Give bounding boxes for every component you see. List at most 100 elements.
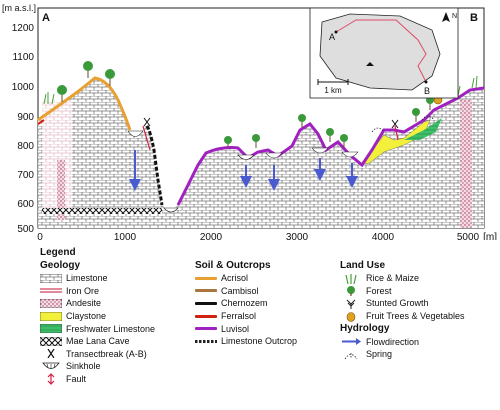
legend-label: Flowdirection: [366, 336, 420, 347]
inset-map: A B 1 km N: [309, 7, 459, 99]
x-tick-label: 1000: [114, 232, 137, 240]
freshwater-limestone: [404, 118, 442, 140]
legend-item-freshwater-limestone: Freshwater Limestone: [40, 322, 155, 335]
legend-label: Freshwater Limestone: [66, 323, 156, 334]
y-axis-label: [m a.s.l.]: [2, 3, 36, 13]
legend-label: Stunted Growth: [366, 298, 429, 309]
legend-label: Claystone: [66, 311, 107, 322]
legend-label: Iron Ore: [66, 285, 100, 296]
legend-label: Luvisol: [221, 323, 250, 334]
y-tick-label: 700: [17, 170, 34, 181]
transectbreak-markers: [143, 117, 399, 129]
fault-icon: [40, 372, 62, 385]
flow-arrow-icon: [340, 337, 362, 346]
north-arrow-icon: N: [442, 12, 457, 22]
legend-label: Fault: [66, 374, 87, 385]
legend-item-forest: Forest: [340, 285, 465, 298]
fruit-trees-icon: [340, 311, 362, 322]
cross-section-diagram: 1200 1100 1000 900 800 700 600 500 [m a.…: [2, 3, 497, 240]
north-label: N: [452, 13, 457, 20]
cave-strip: [42, 208, 162, 214]
corner-label-b: B: [470, 12, 478, 24]
spring-symbols: [371, 115, 435, 133]
legend-item-acrisol: Acrisol: [195, 272, 297, 285]
legend-item-chernozem: Chernozem: [195, 297, 297, 310]
y-tick-label: 600: [17, 199, 34, 210]
freshwater-limestone-swatch: [40, 324, 62, 334]
legend-item-iron-ore: Iron Ore: [40, 285, 155, 298]
inset-cave-marker: [366, 62, 374, 66]
legend-heading-soil: Soil & Outcrops: [195, 260, 271, 271]
luvisol-surface: [176, 86, 485, 206]
claystone-swatch: [40, 311, 62, 321]
transectbreak-icon: [40, 349, 62, 359]
forest-icon: [340, 286, 362, 297]
legend-label: Cambisol: [221, 285, 259, 296]
legend-item-ferralsol: Ferralsol: [195, 310, 297, 323]
legend-item-flowdirection: Flowdirection: [340, 335, 465, 348]
fault-lines: [142, 125, 399, 151]
y-tick-label: 1100: [12, 52, 34, 63]
chernozem-surface: [145, 125, 164, 206]
acrisol-surface: [37, 76, 132, 131]
x-axis-label: [m]: [483, 232, 497, 240]
legend-geology: Geology Limestone Iron Ore Andesite Clay…: [40, 259, 155, 385]
sinkhole-icon: [40, 362, 62, 371]
flow-arrows: [129, 150, 358, 191]
legend-label: Spring: [366, 349, 393, 360]
legend-label: Acrisol: [221, 273, 249, 284]
limestone-swatch: [40, 273, 62, 283]
legend-heading-hydrology: Hydrology: [340, 323, 390, 335]
legend-item-rice-maize: Rice & Maize: [340, 272, 465, 285]
legend-land-use: Land Use Rice & Maize Forest Stunted Gro…: [340, 259, 465, 361]
x-tick-label: 0: [37, 232, 43, 240]
legend-label: Rice & Maize: [366, 273, 420, 284]
legend-label: Limestone: [66, 273, 108, 284]
legend-heading-land-use: Land Use: [340, 260, 386, 271]
inset-area: [319, 13, 441, 91]
legend-title: Legend: [40, 247, 76, 258]
x-tick-label: 4000: [372, 232, 395, 240]
corner-label-a: A: [42, 12, 50, 24]
cambisol-swatch: [195, 289, 217, 293]
legend-soil: Soil & Outcrops Acrisol Cambisol Chernoz…: [195, 259, 297, 348]
luvisol-swatch: [195, 327, 217, 331]
legend-heading-geology: Geology: [40, 260, 81, 271]
andesite-left: [57, 160, 65, 220]
y-axis: 1200 1100 1000 900 800 700 600 500: [12, 23, 35, 235]
legend-label: Limestone Outcrop: [221, 336, 298, 347]
andesite-swatch: [40, 298, 62, 308]
legend-label: Ferralsol: [221, 311, 257, 322]
andesite-right: [460, 100, 472, 228]
limestone-outcrop-swatch: [195, 337, 217, 346]
inset-label-b: B: [424, 86, 430, 96]
x-tick-label: 3000: [286, 232, 309, 240]
inset-scale-label: 1 km: [324, 86, 342, 95]
vegetation-symbols: [43, 61, 478, 149]
legend-item-stunted-growth: Stunted Growth: [340, 297, 465, 310]
y-tick-label: 900: [17, 112, 34, 123]
legend-item-cambisol: Cambisol: [195, 285, 297, 298]
legend-label: Forest: [366, 285, 392, 296]
inset-label-a: A: [329, 32, 335, 42]
y-tick-label: 500: [17, 224, 34, 235]
y-tick-label: 1000: [12, 82, 35, 93]
stunted-growth-icon: [340, 299, 362, 309]
iron-ore-swatch: [40, 286, 62, 296]
legend-item-luvisol: Luvisol: [195, 322, 297, 335]
legend-label: Andesite: [66, 298, 102, 309]
x-tick-label: 2000: [200, 232, 223, 240]
ferralsol-surface: [37, 119, 45, 125]
legend-item-andesite: Andesite: [40, 297, 155, 310]
legend-item-cave: Mae Lana Cave: [40, 335, 155, 348]
y-tick-label: 800: [17, 141, 34, 152]
legend-item-limestone: Limestone: [40, 272, 155, 285]
x-tick-label: 5000: [457, 232, 480, 240]
spring-icon: [340, 350, 362, 359]
ferralsol-swatch: [195, 314, 217, 318]
legend-label: Chernozem: [221, 298, 268, 309]
legend-item-transectbreak: Transectbreak (A-B): [40, 348, 155, 361]
legend-item-fruit-trees: Fruit Trees & Vegetables: [340, 310, 465, 323]
sinkhole-icons: [127, 130, 359, 213]
limestone-body: [38, 78, 484, 228]
